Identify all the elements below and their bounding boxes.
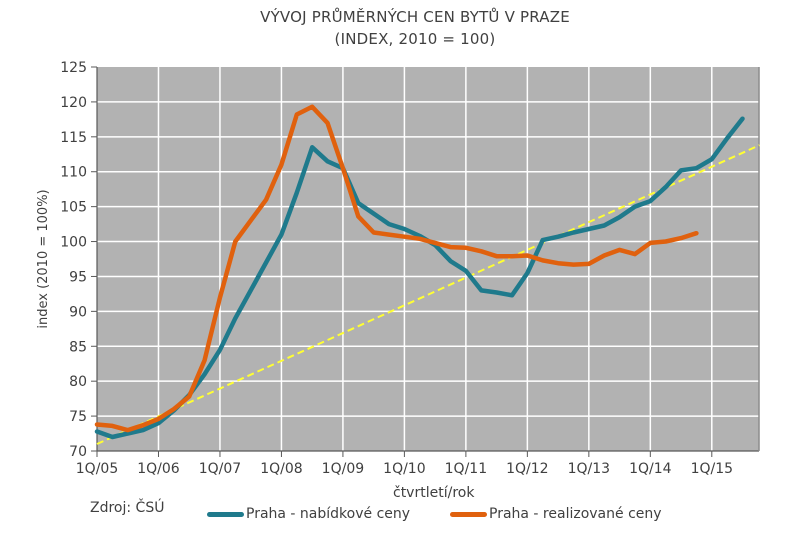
svg-text:80: 80 bbox=[69, 374, 87, 390]
svg-text:1Q/05: 1Q/05 bbox=[76, 461, 118, 477]
plot-area bbox=[97, 67, 759, 451]
chart-title-line2: (INDEX, 2010 = 100) bbox=[334, 30, 496, 48]
y-axis-label: index (2010 = 100%) bbox=[36, 189, 51, 328]
svg-text:1Q/14: 1Q/14 bbox=[629, 461, 672, 477]
x-axis-ticks: 1Q/05 1Q/06 1Q/07 1Q/08 1Q/09 1Q/10 1Q/11 1Q/12… bbox=[76, 461, 733, 477]
x-axis-label: čtvrtletí/rok bbox=[393, 485, 475, 501]
legend-swatch-offer bbox=[207, 511, 244, 517]
svg-text:120: 120 bbox=[60, 95, 87, 111]
series-realized-prices bbox=[94, 104, 699, 433]
y-axis-ticks: 70 75 80 85 90 95 100 105 110 115 120 125 bbox=[60, 60, 87, 460]
source-note: Zdroj: ČSÚ bbox=[90, 500, 165, 516]
svg-text:1Q/15: 1Q/15 bbox=[691, 461, 733, 477]
svg-text:1Q/06: 1Q/06 bbox=[137, 461, 180, 477]
svg-text:85: 85 bbox=[69, 339, 87, 355]
svg-text:110: 110 bbox=[60, 165, 87, 181]
svg-text:90: 90 bbox=[69, 304, 87, 320]
legend-swatch-realized bbox=[450, 511, 487, 517]
chart-title-line1: VÝVOJ PRŮMĚRNÝCH CEN BYTŮ V PRAZE bbox=[260, 8, 570, 26]
svg-text:1Q/12: 1Q/12 bbox=[506, 461, 548, 477]
axes bbox=[91, 66, 760, 457]
svg-text:1Q/07: 1Q/07 bbox=[199, 461, 241, 477]
legend-label-offer: Praha - nabídkové ceny bbox=[246, 506, 411, 522]
svg-text:70: 70 bbox=[69, 444, 87, 460]
legend-item-realized: Praha - realizované ceny bbox=[450, 506, 662, 522]
svg-text:100: 100 bbox=[60, 235, 87, 251]
svg-text:105: 105 bbox=[60, 200, 87, 216]
svg-text:1Q/13: 1Q/13 bbox=[568, 461, 610, 477]
svg-text:1Q/08: 1Q/08 bbox=[260, 461, 302, 477]
svg-text:125: 125 bbox=[60, 60, 87, 76]
legend-item-offer: Praha - nabídkové ceny bbox=[207, 506, 410, 522]
gridlines bbox=[97, 67, 759, 451]
svg-text:1Q/10: 1Q/10 bbox=[383, 461, 425, 477]
series-offer-prices bbox=[94, 116, 745, 440]
svg-text:1Q/11: 1Q/11 bbox=[445, 461, 487, 477]
svg-text:95: 95 bbox=[69, 269, 87, 285]
trend-line bbox=[96, 144, 760, 445]
svg-text:1Q/09: 1Q/09 bbox=[322, 461, 364, 477]
legend-label-realized: Praha - realizované ceny bbox=[489, 506, 662, 522]
svg-text:75: 75 bbox=[69, 409, 87, 425]
svg-text:115: 115 bbox=[60, 130, 87, 146]
